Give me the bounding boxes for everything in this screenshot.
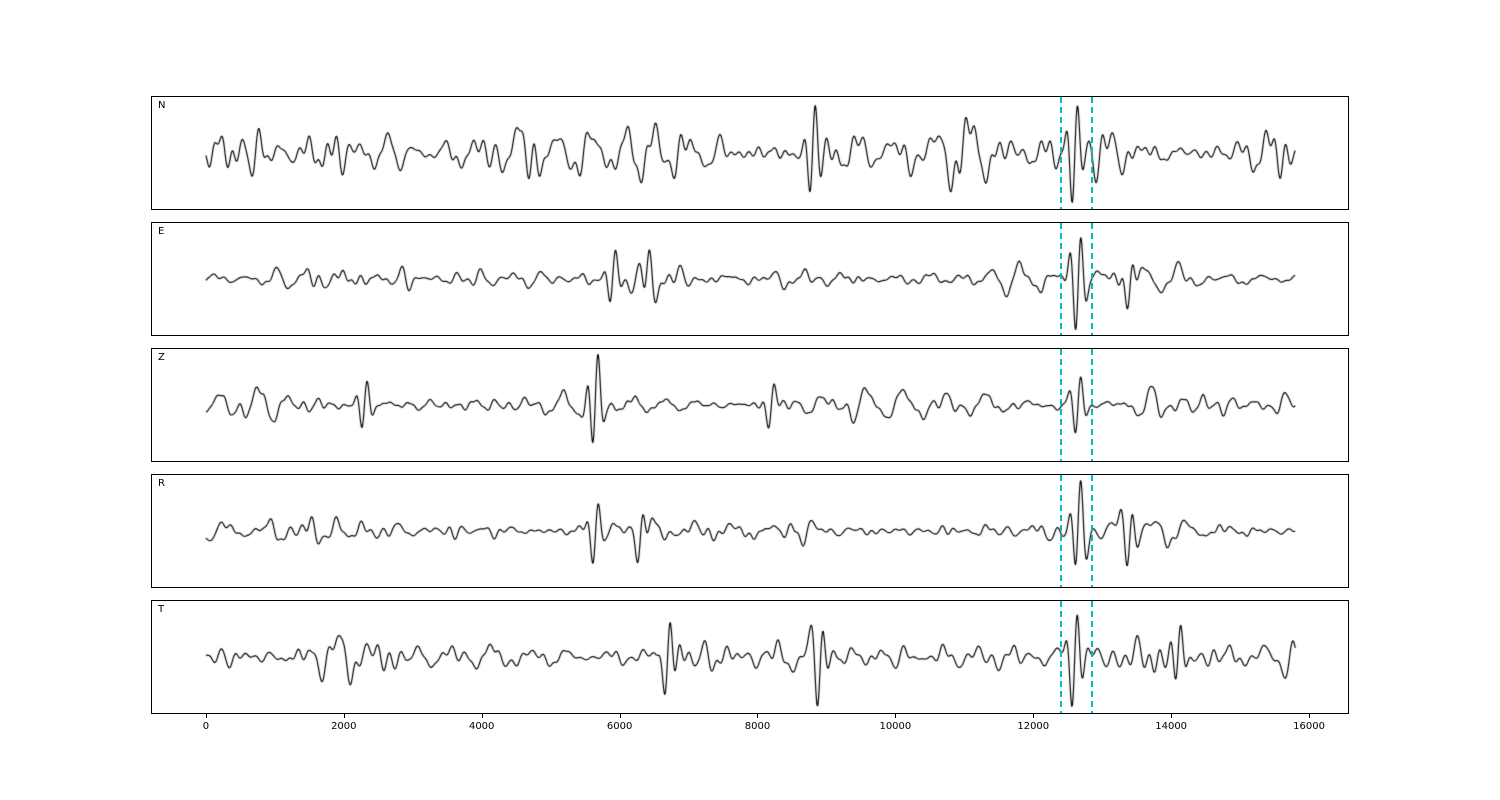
- x-tick-mark: [1033, 714, 1035, 718]
- panel-label-e: E: [158, 226, 165, 237]
- x-axis: 0 2000 4000 6000 8000 10000 12000 14000 16000: [152, 714, 1348, 740]
- x-tick-label: 12000: [1017, 721, 1050, 732]
- x-tick-mark: [343, 714, 345, 718]
- x-tick-label: 4000: [468, 721, 495, 732]
- waveform-panel-z: Z: [151, 348, 1349, 462]
- panel-label-t: T: [158, 604, 165, 615]
- waveform-panel-t: T: [151, 600, 1349, 714]
- waveform-trace-r: [152, 475, 1348, 587]
- waveform-panel-e: E: [151, 222, 1349, 336]
- waveform-panel-r: R: [151, 474, 1349, 588]
- waveform-trace-z: [152, 349, 1348, 461]
- x-tick-label: 6000: [606, 721, 633, 732]
- panel-label-r: R: [158, 478, 165, 489]
- panel-label-n: N: [158, 100, 166, 111]
- x-tick-label: 10000: [879, 721, 912, 732]
- x-tick-label: 14000: [1155, 721, 1188, 732]
- x-tick-label: 16000: [1293, 721, 1325, 732]
- waveform-panel-n: N: [151, 96, 1349, 210]
- x-tick-mark: [895, 714, 897, 718]
- x-tick-mark: [481, 714, 483, 718]
- waveform-trace-e: [152, 223, 1348, 335]
- x-tick-mark: [205, 714, 207, 718]
- x-tick-mark: [1171, 714, 1173, 718]
- x-tick-label: 0: [202, 721, 210, 732]
- waveform-trace-n: [152, 97, 1348, 209]
- x-tick-mark: [1309, 714, 1311, 718]
- x-tick-mark: [757, 714, 759, 718]
- waveform-trace-t: [152, 601, 1348, 713]
- panel-label-z: Z: [158, 352, 165, 363]
- x-tick-mark: [619, 714, 621, 718]
- x-tick-label: 8000: [744, 721, 771, 732]
- x-tick-label: 2000: [331, 721, 357, 732]
